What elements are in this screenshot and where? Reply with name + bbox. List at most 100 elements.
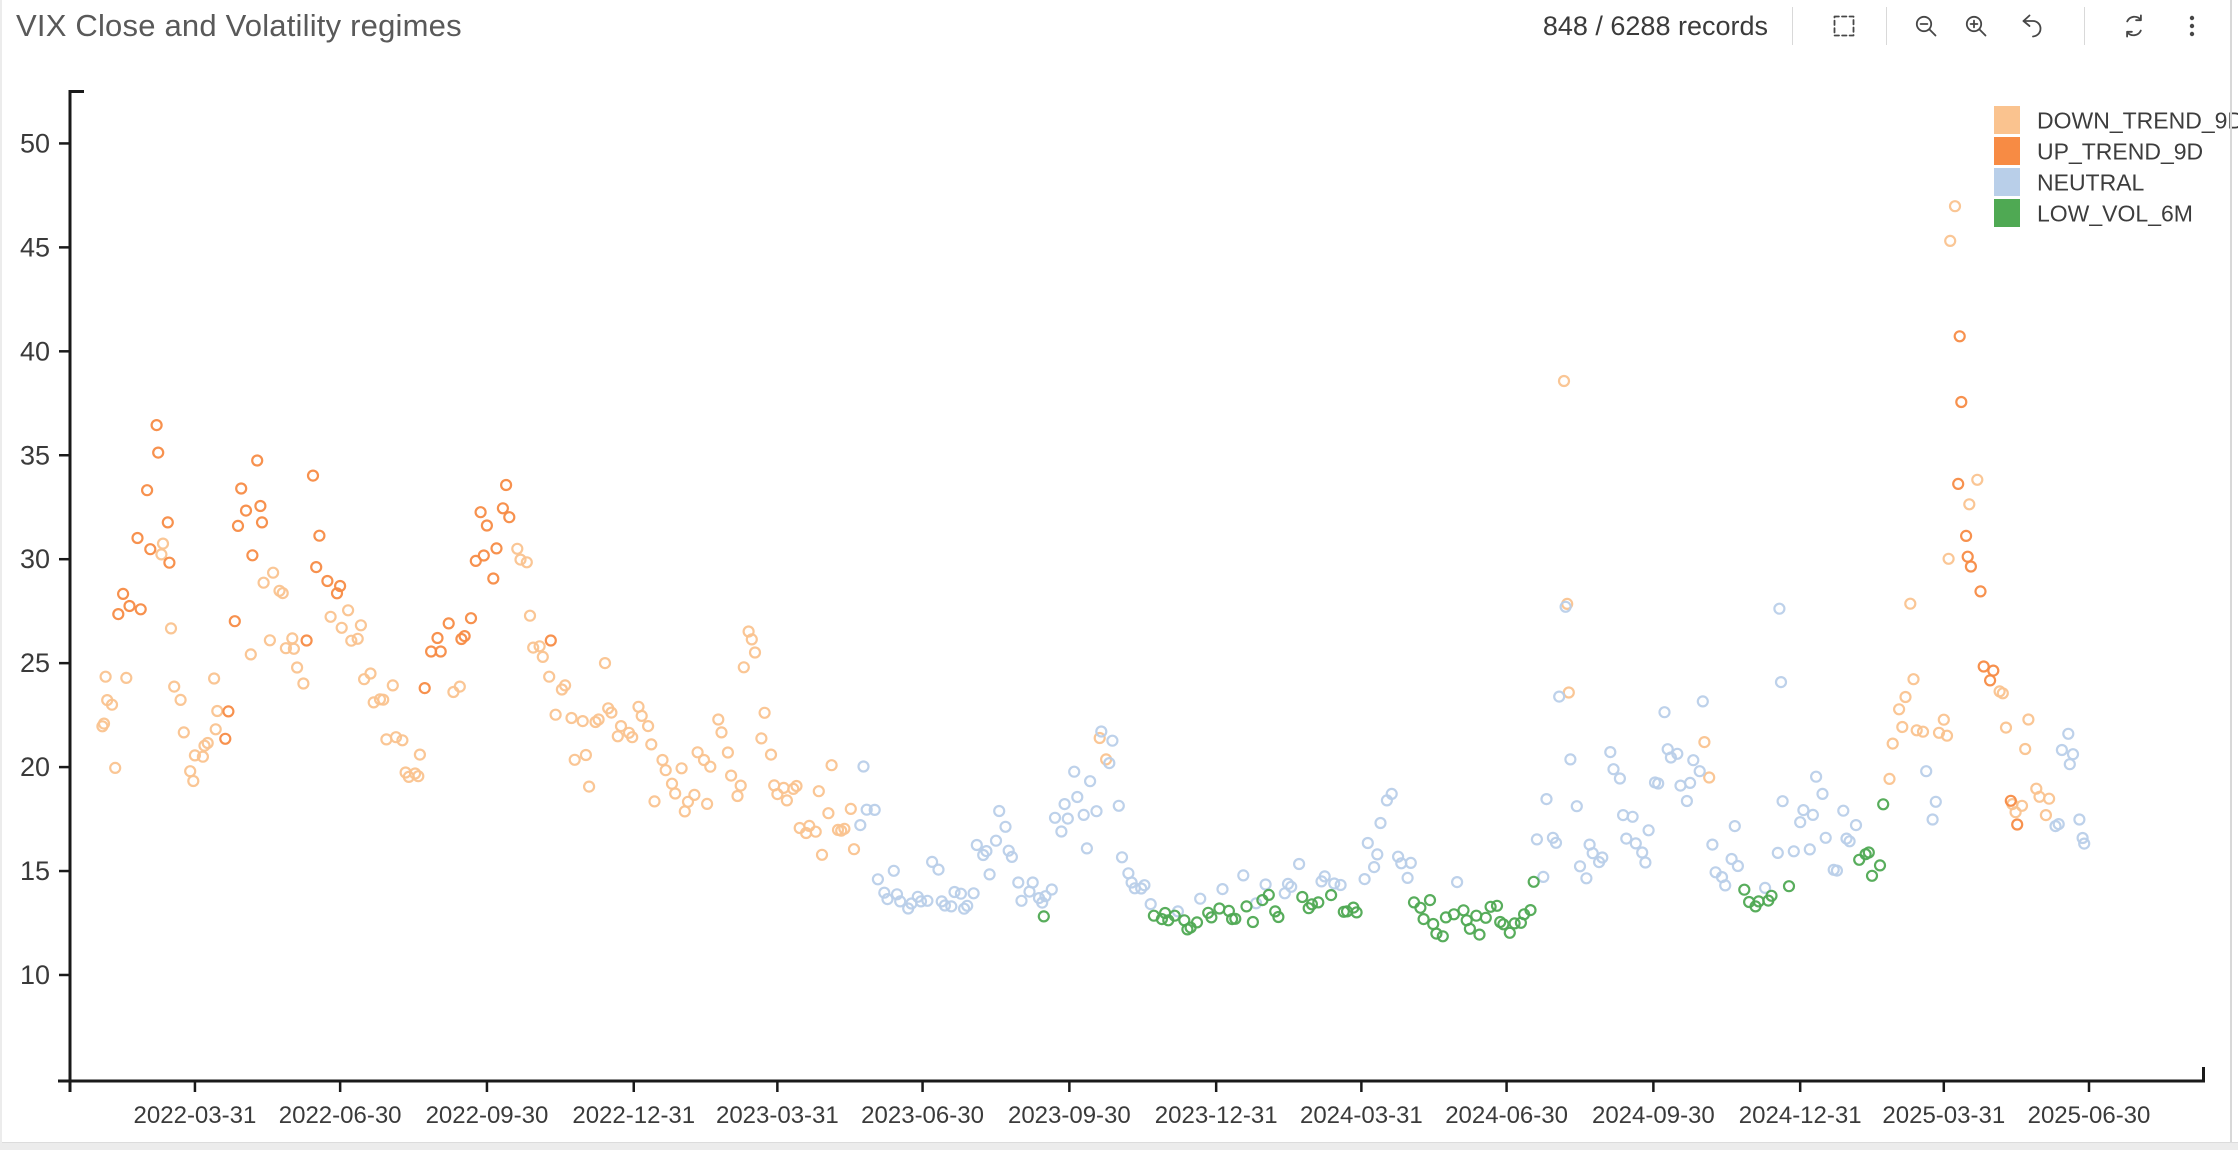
data-point [1473,928,1486,941]
data-point [1540,792,1553,806]
toolbar: 848 / 6288 records [1543,7,2238,45]
overflow-menu-button[interactable] [2178,12,2206,40]
data-point [1999,721,2013,734]
legend-item-NEUTRAL[interactable]: NEUTRAL [1994,168,2145,196]
data-point [141,484,154,497]
data-point [464,612,478,625]
legend-item-UP_TREND_9D[interactable]: UP_TREND_9D [1994,137,2203,165]
data-point [1596,851,1609,864]
data-point [894,895,907,908]
data-point [1910,724,1923,737]
data-point [177,726,190,739]
data-point [1664,751,1678,764]
data-point [1296,890,1309,904]
data-point [198,739,211,752]
data-point [161,516,174,529]
data-point [2019,742,2032,756]
data-point [881,892,894,906]
data-point [1642,824,1655,837]
data-point [358,673,371,686]
data-point [1830,864,1844,877]
data-point [2022,713,2035,726]
data-point [1626,810,1639,823]
data-point [1904,597,1917,610]
data-point [1803,843,1816,856]
records-count: 848 / 6288 records [1542,10,1768,41]
data-point [857,760,870,773]
data-point [1503,926,1516,939]
zoom-out-button[interactable] [1912,12,1940,40]
data-point [152,446,165,459]
data-point [1259,878,1272,891]
data-point [1987,664,2000,677]
data-point [276,586,289,600]
data-point [1106,734,1119,747]
data-point [809,825,822,838]
data-point [1728,819,1741,833]
data-point [300,634,313,647]
legend-item-LOW_VOL_6M[interactable]: LOW_VOL_6M [1994,199,2193,227]
data-point [228,615,241,628]
data-point [251,454,264,467]
data-point [1738,883,1751,896]
data-point [543,670,556,683]
data-point [1358,872,1371,886]
data-point [1470,909,1483,922]
data-point [967,887,980,900]
data-point [847,843,861,856]
data-point [1036,896,1049,909]
data-point [645,738,658,751]
data-point [1071,790,1084,804]
data-point [334,579,347,593]
data-point [1490,899,1504,912]
data-point [1095,725,1108,738]
data-point [1524,903,1537,917]
data-point [156,537,170,550]
data-point [487,572,500,585]
data-point [1045,883,1058,896]
data-point [279,642,292,655]
data-point [1103,756,1116,770]
data-point [932,863,945,876]
data-point [656,753,669,767]
data-point [1971,473,1984,486]
legend-item-DOWN_TREND_9D[interactable]: DOWN_TREND_9D [1994,106,2238,134]
toolbar-divider [1886,7,1887,45]
data-point [989,834,1003,847]
data-point [1090,805,1103,818]
data-point [527,641,540,654]
data-point [1570,800,1583,813]
data-point [1138,879,1151,892]
data-point [1853,853,1866,866]
refresh-button[interactable] [2120,12,2148,40]
marquee-select-button[interactable] [1830,12,1858,40]
data-point [1920,765,1933,778]
data-point [306,469,320,482]
data-point [469,554,482,568]
data-point [1414,901,1427,914]
data-point [1068,765,1081,778]
data-point [442,617,455,630]
data-point [1484,900,1497,913]
legend-label: NEUTRAL [2037,170,2145,196]
undo-zoom-button[interactable] [2018,12,2046,40]
data-point [1417,912,1430,926]
data-point [1671,747,1684,760]
data-point [235,482,248,495]
panel-bottom-border [2,1142,2238,1150]
data-point [523,609,537,622]
data-point [1194,892,1207,905]
data-point [1652,777,1665,790]
data-point [1698,735,1711,749]
y-tick-label: 40 [20,336,50,366]
zoom-in-button[interactable] [1962,12,1990,40]
data-point [342,604,355,617]
data-point [131,531,144,545]
data-point [458,629,471,643]
data-point [838,822,851,835]
data-point [425,645,438,658]
legend-swatch [1994,137,2020,165]
data-point [1115,851,1129,864]
data-point [1773,602,1786,615]
